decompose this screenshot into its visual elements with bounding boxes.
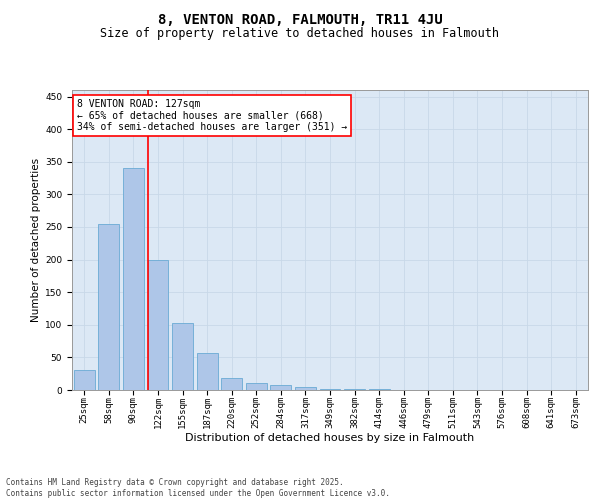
Bar (320, 388, 340, 390)
Text: 8 VENTON ROAD: 127sqm
← 65% of detached houses are smaller (668)
34% of semi-det: 8 VENTON ROAD: 127sqm ← 65% of detached … (77, 99, 347, 132)
Bar (172, 323, 193, 390)
Text: Contains HM Land Registry data © Crown copyright and database right 2025.
Contai: Contains HM Land Registry data © Crown c… (6, 478, 390, 498)
Bar (295, 388, 316, 390)
Bar (123, 168, 144, 390)
Bar (98, 224, 119, 390)
Text: Size of property relative to detached houses in Falmouth: Size of property relative to detached ho… (101, 28, 499, 40)
Bar (74, 370, 95, 390)
Text: 8, VENTON ROAD, FALMOUTH, TR11 4JU: 8, VENTON ROAD, FALMOUTH, TR11 4JU (158, 12, 442, 26)
X-axis label: Distribution of detached houses by size in Falmouth: Distribution of detached houses by size … (185, 432, 475, 442)
Bar (221, 378, 242, 390)
Bar (271, 386, 292, 390)
Bar (246, 384, 267, 390)
Bar (197, 353, 218, 390)
Y-axis label: Number of detached properties: Number of detached properties (31, 158, 41, 322)
Bar (148, 260, 169, 390)
